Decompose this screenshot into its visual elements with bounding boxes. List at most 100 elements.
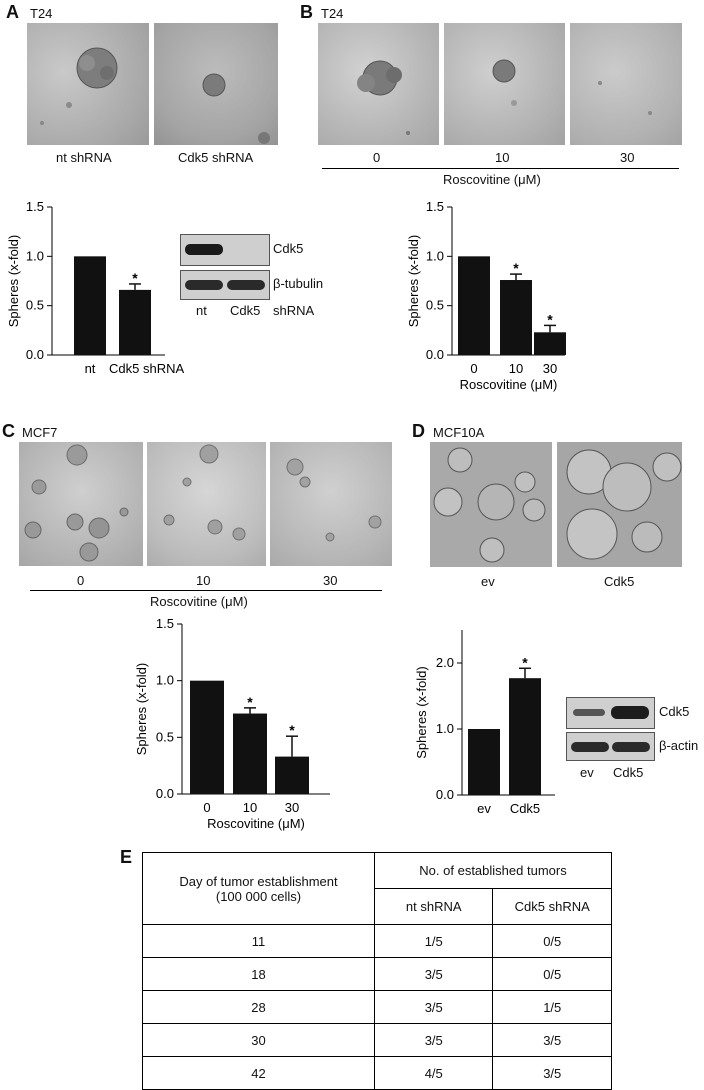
chart-a: 0.0 0.5 1.0 1.5 Spheres (x-fold) nt * Cdk5 shRN…: [6, 199, 184, 376]
blot-lane-label: shRNA: [273, 303, 315, 318]
table-cell: 30: [142, 1023, 375, 1057]
y-axis-label: Spheres (x-fold): [414, 666, 429, 758]
table-row: 11 1/5 0/5: [142, 924, 612, 958]
x-tick-label: 10: [509, 361, 523, 376]
western-blot-d-cdk5: [566, 697, 655, 729]
image-label: 10: [495, 150, 510, 165]
image-label: ev: [481, 574, 495, 589]
micrograph-d-ev: [430, 442, 552, 567]
y-tick-label: 1.0: [436, 721, 454, 736]
panel-e-letter: E: [120, 847, 133, 867]
micrograph-c-30: [270, 442, 392, 566]
image-label: 10: [196, 573, 211, 588]
sphere-image: [492, 59, 517, 106]
x-axis-label: Roscovitine (μM): [460, 377, 558, 392]
blot-lane-label: Cdk5: [230, 303, 261, 318]
table-subheader: nt shRNA: [373, 888, 494, 925]
sphere-image: [40, 47, 118, 125]
y-axis-label: Spheres (x-fold): [134, 663, 149, 755]
micrograph-c-10: [147, 442, 266, 566]
table-cell: 18: [142, 957, 375, 991]
table-row: 30 3/5 3/5: [142, 1023, 612, 1057]
bar: [233, 713, 267, 794]
cell-clusters: [286, 458, 382, 542]
y-tick-label: 1.0: [26, 248, 44, 263]
table-cell: 28: [142, 990, 375, 1024]
treatment-label: Roscovitine (μM): [443, 172, 541, 187]
treatment-divider: [322, 168, 679, 169]
header-line: Day of tumor establishment: [179, 873, 338, 889]
acini-image: [433, 447, 546, 563]
y-tick-label: 0.5: [156, 729, 174, 744]
table-row: 28 3/5 1/5: [142, 990, 612, 1024]
y-tick-label: 1.5: [26, 199, 44, 214]
table-cell: 3/5: [373, 1023, 494, 1057]
blot-band: [185, 280, 223, 290]
significance-marker: *: [547, 311, 553, 327]
x-tick-label: 0: [203, 800, 210, 815]
bar: [468, 729, 500, 795]
micrograph-a-nt: [27, 23, 149, 145]
bar: [190, 680, 224, 794]
y-tick-label: 0.0: [156, 786, 174, 801]
western-blot-a-cdk5: [180, 234, 270, 266]
table-header-group: No. of established tumors: [374, 852, 612, 889]
table-cell: 3/5: [373, 957, 494, 991]
significance-marker: *: [522, 654, 528, 670]
x-tick-label: 10: [243, 800, 257, 815]
table-cell: 3/5: [373, 990, 494, 1024]
table-cell: 4/5: [373, 1056, 494, 1090]
micrograph-d-cdk5: [557, 442, 682, 567]
x-tick-label: ev: [477, 801, 491, 816]
panel-a-cell-line: T24: [30, 6, 53, 21]
micrograph-b-30: [570, 23, 682, 145]
table-cell: 1/5: [373, 924, 494, 958]
panel-d-letter: D: [412, 421, 425, 441]
panel-b-cell-line: T24: [321, 6, 344, 21]
bar: [458, 256, 490, 355]
blot-band: [573, 709, 605, 716]
blot-band-label: β-tubulin: [273, 276, 324, 291]
blot-band: [611, 706, 649, 719]
blot-band: [571, 742, 609, 752]
x-tick-label: 30: [543, 361, 557, 376]
x-tick-label: nt: [85, 361, 96, 376]
y-tick-label: 0.0: [426, 347, 444, 362]
blot-lane-label: nt: [196, 303, 207, 318]
y-tick-label: 1.0: [426, 248, 444, 263]
table-subheader: Cdk5 shRNA: [492, 888, 612, 925]
tumor-table: Day of tumor establishment (100 000 cell…: [142, 852, 612, 1090]
panel-c-cell-line: MCF7: [22, 425, 58, 440]
x-axis-label: Roscovitine (μM): [207, 816, 305, 831]
sphere-image: [357, 60, 410, 135]
bar: [74, 256, 106, 355]
bar: [509, 678, 541, 795]
table-cell: 0/5: [492, 924, 612, 958]
sphere-image: [202, 73, 270, 144]
image-label: Cdk5: [604, 574, 635, 589]
y-tick-label: 0.0: [436, 787, 454, 802]
blot-lane-label: Cdk5: [613, 765, 644, 780]
blot-band-label: β-actin: [659, 738, 699, 753]
y-axis-label: Spheres (x-fold): [6, 235, 21, 327]
x-tick-label: 0: [470, 361, 477, 376]
table-row: 18 3/5 0/5: [142, 957, 612, 991]
panel-b-letter: B: [300, 2, 313, 22]
image-label: Cdk5 shRNA: [178, 150, 254, 165]
chart-b: 0.0 0.5 1.0 1.5 Spheres (x-fold) 0 * 10 * 30Rosco…: [406, 199, 566, 392]
x-tick-label: 30: [285, 800, 299, 815]
image-label: 0: [77, 573, 85, 588]
micrograph-c-0: [19, 442, 143, 566]
bar: [500, 280, 532, 355]
y-axis-label: Spheres (x-fold): [406, 235, 421, 327]
blot-band: [612, 742, 650, 752]
image-label: 30: [323, 573, 338, 588]
y-tick-label: 0.0: [26, 347, 44, 362]
table-header-day: Day of tumor establishment (100 000 cell…: [142, 852, 375, 925]
image-label: 0: [373, 150, 381, 165]
significance-marker: *: [247, 694, 253, 710]
blot-lane-label: ev: [580, 765, 594, 780]
y-tick-label: 1.5: [156, 616, 174, 631]
y-tick-label: 1.0: [156, 673, 174, 688]
panel-d-cell-line: MCF10A: [433, 425, 485, 440]
